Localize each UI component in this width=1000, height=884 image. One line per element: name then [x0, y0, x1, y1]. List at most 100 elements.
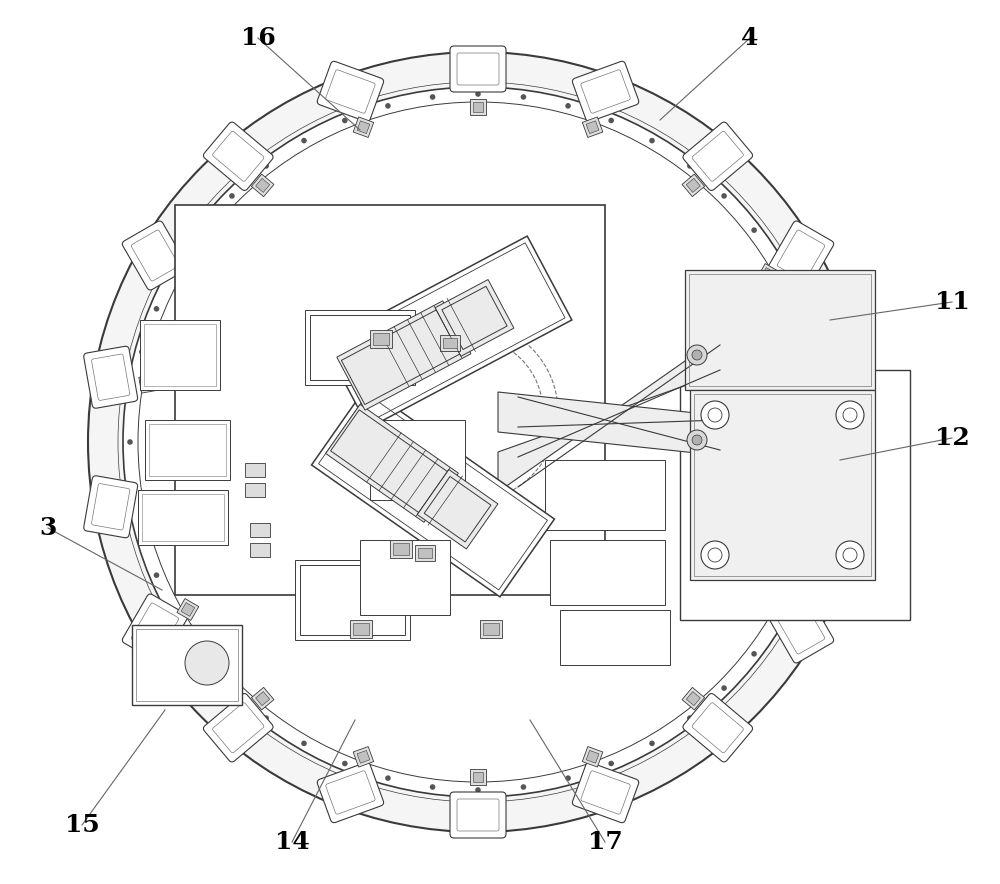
Bar: [689, 274, 871, 386]
Bar: [586, 751, 599, 763]
Circle shape: [139, 530, 145, 535]
Bar: [331, 243, 565, 421]
Bar: [435, 279, 514, 356]
Circle shape: [692, 350, 702, 360]
Bar: [149, 424, 226, 476]
Circle shape: [701, 401, 729, 429]
FancyBboxPatch shape: [122, 221, 188, 290]
FancyBboxPatch shape: [572, 61, 639, 122]
Bar: [353, 623, 369, 635]
Bar: [370, 420, 465, 500]
Circle shape: [687, 715, 693, 720]
Circle shape: [185, 641, 229, 685]
Circle shape: [687, 430, 707, 450]
Circle shape: [154, 306, 159, 312]
Circle shape: [751, 227, 757, 233]
Text: 11: 11: [935, 290, 969, 314]
FancyBboxPatch shape: [317, 762, 384, 823]
Bar: [545, 460, 665, 530]
Circle shape: [521, 95, 526, 100]
Circle shape: [301, 741, 307, 746]
Bar: [390, 540, 412, 558]
Circle shape: [229, 685, 235, 691]
Bar: [694, 394, 871, 576]
Circle shape: [649, 741, 655, 746]
Bar: [181, 268, 195, 281]
Bar: [310, 315, 410, 380]
Circle shape: [565, 103, 571, 109]
Bar: [357, 121, 370, 133]
Circle shape: [263, 164, 269, 169]
Bar: [331, 410, 453, 517]
Bar: [417, 469, 498, 549]
Bar: [418, 548, 432, 558]
Bar: [140, 320, 220, 390]
Bar: [251, 688, 274, 710]
FancyBboxPatch shape: [450, 46, 506, 92]
Circle shape: [777, 613, 782, 619]
Circle shape: [811, 349, 817, 354]
Bar: [680, 370, 910, 620]
Circle shape: [820, 484, 826, 491]
Circle shape: [820, 393, 826, 400]
Bar: [370, 330, 392, 348]
Bar: [337, 301, 471, 410]
Bar: [473, 102, 483, 112]
Circle shape: [751, 651, 757, 657]
Bar: [300, 565, 405, 635]
Bar: [136, 629, 238, 701]
Bar: [250, 543, 270, 557]
FancyBboxPatch shape: [122, 594, 188, 663]
Circle shape: [692, 435, 702, 445]
Circle shape: [139, 349, 145, 354]
Bar: [177, 263, 199, 286]
Circle shape: [565, 775, 571, 781]
Polygon shape: [498, 392, 715, 455]
Bar: [139, 375, 157, 393]
Bar: [251, 174, 274, 196]
Bar: [470, 769, 486, 785]
Bar: [443, 338, 457, 348]
Bar: [582, 747, 603, 767]
Circle shape: [823, 439, 829, 445]
Bar: [440, 335, 460, 351]
Bar: [690, 390, 875, 580]
FancyBboxPatch shape: [768, 594, 834, 663]
Bar: [360, 540, 450, 615]
Bar: [142, 494, 154, 506]
Circle shape: [193, 649, 221, 677]
Bar: [686, 691, 700, 705]
FancyBboxPatch shape: [317, 61, 384, 122]
Bar: [324, 236, 572, 428]
Circle shape: [199, 651, 205, 657]
Circle shape: [521, 784, 526, 789]
Bar: [415, 545, 435, 561]
FancyBboxPatch shape: [683, 122, 753, 190]
Circle shape: [342, 118, 348, 123]
Bar: [686, 179, 700, 193]
Bar: [245, 463, 265, 477]
Circle shape: [127, 439, 133, 445]
Circle shape: [797, 572, 802, 578]
Bar: [586, 121, 599, 133]
Bar: [132, 625, 242, 705]
Bar: [757, 598, 779, 621]
Bar: [802, 378, 814, 390]
Bar: [138, 490, 228, 545]
Bar: [139, 491, 157, 509]
FancyBboxPatch shape: [683, 694, 753, 762]
Bar: [761, 268, 775, 281]
Bar: [341, 307, 466, 405]
Circle shape: [649, 138, 655, 143]
Bar: [424, 476, 491, 542]
Circle shape: [836, 541, 864, 569]
Bar: [250, 523, 270, 537]
Text: 17: 17: [588, 830, 622, 854]
Circle shape: [687, 345, 707, 365]
Circle shape: [229, 193, 235, 199]
Bar: [761, 603, 775, 616]
Bar: [245, 483, 265, 497]
Polygon shape: [498, 340, 715, 492]
Text: 16: 16: [241, 26, 275, 50]
Circle shape: [608, 761, 614, 766]
